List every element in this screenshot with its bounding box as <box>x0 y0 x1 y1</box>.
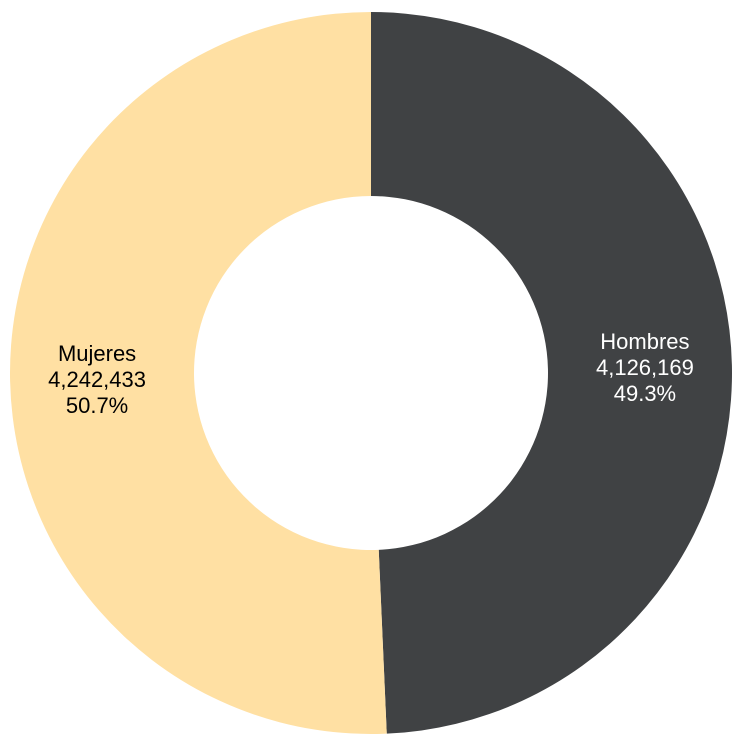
label-value-mujeres: 4,242,433 <box>48 367 146 392</box>
label-percent-mujeres: 50.7% <box>66 393 128 418</box>
label-percent-hombres: 49.3% <box>614 381 676 406</box>
labels-group: Hombres 4,126,169 49.3% Mujeres 4,242,433 50.… <box>48 329 694 418</box>
label-category-mujeres: Mujeres <box>58 341 136 366</box>
label-value-hombres: 4,126,169 <box>596 355 694 380</box>
data-label-mujeres: Mujeres 4,242,433 50.7% <box>48 341 146 418</box>
label-category-hombres: Hombres <box>600 329 689 354</box>
slices-group <box>9 12 732 734</box>
data-label-hombres: Hombres 4,126,169 49.3% <box>596 329 694 406</box>
slice-hombres <box>371 12 732 734</box>
slice-mujeres <box>9 12 387 734</box>
